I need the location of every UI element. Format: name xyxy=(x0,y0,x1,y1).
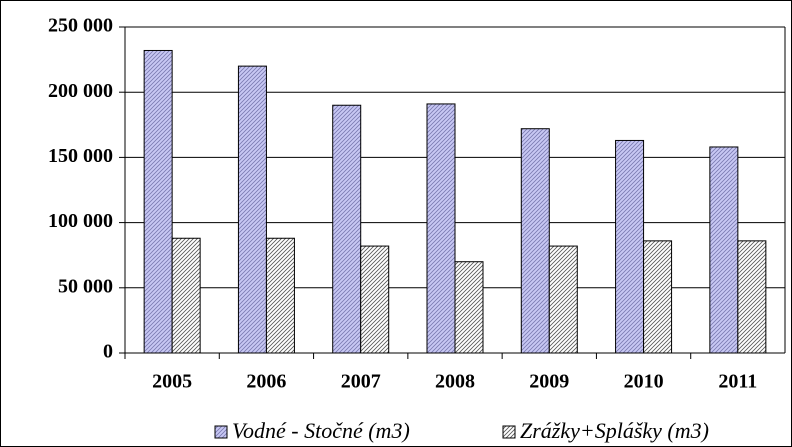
x-tick-label: 2005 xyxy=(152,371,192,393)
y-tick-label: 150 000 xyxy=(48,145,113,167)
y-tick-label: 50 000 xyxy=(58,275,113,297)
bar xyxy=(454,261,484,354)
bar xyxy=(520,128,550,354)
x-tick-label: 2011 xyxy=(718,371,757,393)
bar xyxy=(332,104,362,354)
x-tick-label: 2010 xyxy=(624,371,664,393)
legend-label: Zrážky+Splášky (m3) xyxy=(520,418,709,443)
bar xyxy=(709,146,739,354)
bar xyxy=(737,240,767,354)
x-tick-label: 2008 xyxy=(435,371,475,393)
y-tick-label: 250 000 xyxy=(48,15,113,37)
legend-label: Vodné - Stočné (m3) xyxy=(232,418,410,443)
y-tick-label: 200 000 xyxy=(48,80,113,102)
bar xyxy=(548,245,578,354)
bar xyxy=(143,49,173,354)
x-tick-label: 2009 xyxy=(529,371,569,393)
bar xyxy=(171,237,201,354)
x-tick-label: 2007 xyxy=(341,371,381,393)
legend-swatch xyxy=(502,425,516,439)
bar xyxy=(360,245,390,354)
bar xyxy=(615,139,645,354)
y-tick-label: 100 000 xyxy=(48,210,113,232)
y-tick-label: 0 xyxy=(103,341,113,363)
x-tick-label: 2006 xyxy=(246,371,286,393)
bar xyxy=(643,240,673,354)
bar xyxy=(237,65,267,354)
bar xyxy=(265,237,295,354)
bar xyxy=(426,103,456,354)
legend-swatch xyxy=(214,425,228,439)
